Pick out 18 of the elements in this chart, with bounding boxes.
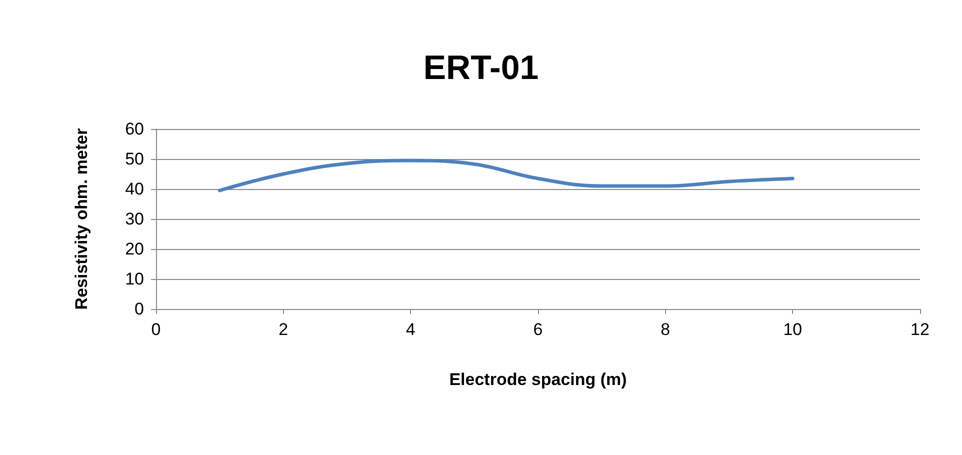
y-tick-label: 40 xyxy=(125,180,144,198)
x-tick-label: 2 xyxy=(278,320,288,339)
x-tick-label: 6 xyxy=(533,320,543,339)
y-axis-title: Resistivity ohm. meter xyxy=(72,128,91,310)
y-tick-label: 50 xyxy=(125,150,144,168)
y-tick-label: 0 xyxy=(134,300,144,318)
line-series xyxy=(218,158,794,192)
x-tick-label: 0 xyxy=(151,320,161,339)
x-tick-label: 12 xyxy=(910,320,930,339)
x-tick-label: 4 xyxy=(406,320,416,339)
chart-title: ERT-01 xyxy=(423,49,539,87)
y-tick-label: 60 xyxy=(125,120,144,138)
y-tick-label: 20 xyxy=(125,240,144,258)
x-tick-label: 8 xyxy=(660,320,670,339)
x-axis-title: Electrode spacing (m) xyxy=(449,370,627,389)
y-tick-label: 10 xyxy=(125,270,144,288)
y-tick-label: 30 xyxy=(125,210,144,228)
x-tick-label: 10 xyxy=(783,320,802,339)
